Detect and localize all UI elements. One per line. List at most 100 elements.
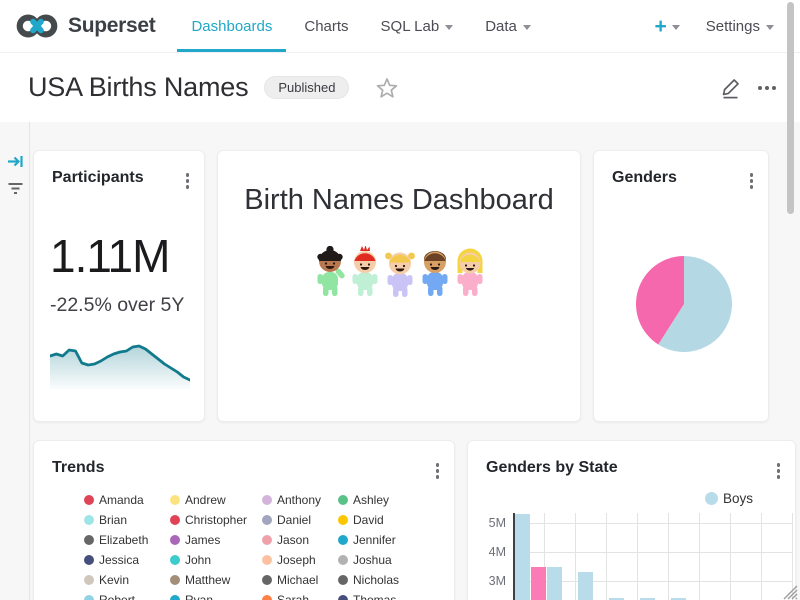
card-menu-icon[interactable] [775, 461, 783, 481]
legend-swatch [84, 535, 94, 545]
legend-item-jason[interactable]: Jason [262, 530, 338, 550]
legend-item-thomas[interactable]: Thomas [338, 590, 428, 600]
card-menu-icon[interactable] [184, 171, 192, 191]
legend-item-jessica[interactable]: Jessica [84, 550, 170, 570]
card-participants: Participants 1.11M -22.5% over 5Y [33, 150, 205, 422]
page-scrollbar-thumb[interactable] [787, 2, 794, 214]
legend-item-nicholas[interactable]: Nicholas [338, 570, 428, 590]
legend-label: Joshua [353, 553, 392, 567]
legend-item-robert[interactable]: Robert [84, 590, 170, 600]
card-title: Genders [612, 169, 677, 187]
nav-tab-dashboards[interactable]: Dashboards [191, 0, 272, 52]
filter-icon[interactable] [7, 181, 24, 202]
legend-label: Anthony [277, 493, 321, 507]
published-badge[interactable]: Published [264, 76, 349, 99]
legend-item-boys[interactable]: Boys [705, 491, 753, 506]
gridline-h [514, 552, 792, 553]
edit-pencil-icon[interactable] [720, 77, 742, 99]
legend-item-ashley[interactable]: Ashley [338, 490, 428, 510]
legend-swatch [262, 535, 272, 545]
legend-label: Andrew [185, 493, 226, 507]
navbar: Superset Dashboards Charts SQL Lab Data … [0, 0, 800, 53]
card-resize-handle[interactable] [781, 583, 798, 600]
legend-swatch [262, 515, 272, 525]
legend-label: Brian [99, 513, 127, 527]
nav-tab-label: Data [485, 18, 517, 35]
filter-bar-collapsed [0, 122, 30, 600]
bar-boys[interactable] [515, 514, 530, 600]
nav-tab-label: Dashboards [191, 18, 272, 35]
nav-tab-data[interactable]: Data [485, 0, 531, 52]
legend-label: Jason [277, 533, 309, 547]
expand-filter-bar-icon[interactable] [7, 153, 24, 175]
legend-item-amanda[interactable]: Amanda [84, 490, 170, 510]
y-axis-tick: 5M [468, 516, 506, 530]
nav-menu: Dashboards Charts SQL Lab Data [191, 0, 530, 52]
legend-item-michael[interactable]: Michael [262, 570, 338, 590]
legend-swatch [338, 535, 348, 545]
legend-swatch [338, 555, 348, 565]
legend-item-jennifer[interactable]: Jennifer [338, 530, 428, 550]
favorite-star-icon[interactable] [375, 76, 399, 100]
legend-label: James [185, 533, 220, 547]
bar-boys[interactable] [578, 572, 593, 600]
legend-label: Michael [277, 573, 318, 587]
legend-item-sarah[interactable]: Sarah [262, 590, 338, 600]
legend-item-daniel[interactable]: Daniel [262, 510, 338, 530]
legend-label: Thomas [353, 593, 396, 600]
settings-label: Settings [706, 18, 760, 35]
legend-item-anthony[interactable]: Anthony [262, 490, 338, 510]
bar-girls[interactable] [531, 567, 546, 600]
chevron-down-icon [672, 25, 680, 30]
legend-swatch [170, 495, 180, 505]
settings-menu[interactable]: Settings [706, 18, 774, 35]
card-title: Genders by State [486, 459, 618, 477]
markdown-heading: Birth Names Dashboard [218, 184, 580, 217]
gridline-h [514, 523, 792, 524]
legend-swatch [84, 595, 94, 600]
legend-swatch [170, 575, 180, 585]
legend-label: Jessica [99, 553, 139, 567]
legend-item-david[interactable]: David [338, 510, 428, 530]
plus-icon: + [655, 16, 667, 37]
gridline-v [730, 513, 731, 600]
legend-item-james[interactable]: James [170, 530, 262, 550]
card-trends: Trends AmandaAndrewAnthonyAshleyBrianChr… [33, 440, 455, 600]
legend-item-joseph[interactable]: Joseph [262, 550, 338, 570]
legend-label: Matthew [185, 573, 230, 587]
chevron-down-icon [445, 25, 453, 30]
chevron-down-icon [523, 25, 531, 30]
card-genders-by-state: Genders by State Boys 5M4M3M [467, 440, 796, 600]
y-axis-tick: 4M [468, 545, 506, 559]
legend-item-andrew[interactable]: Andrew [170, 490, 262, 510]
bar-boys[interactable] [547, 567, 562, 600]
legend-swatch [338, 495, 348, 505]
legend-item-elizabeth[interactable]: Elizabeth [84, 530, 170, 550]
genders-by-state-bar-chart[interactable]: 5M4M3M [468, 509, 797, 600]
legend-label: Boys [723, 491, 753, 506]
legend-item-john[interactable]: John [170, 550, 262, 570]
nav-tab-charts[interactable]: Charts [304, 0, 348, 52]
ellipsis-menu-icon[interactable] [758, 86, 776, 90]
new-item-button[interactable]: + [655, 16, 680, 37]
legend-item-joshua[interactable]: Joshua [338, 550, 428, 570]
legend-label: Daniel [277, 513, 311, 527]
legend-item-brian[interactable]: Brian [84, 510, 170, 530]
legend-item-ryan[interactable]: Ryan [170, 590, 262, 600]
legend-label: Elizabeth [99, 533, 148, 547]
legend-item-christopher[interactable]: Christopher [170, 510, 262, 530]
nav-tab-sql-lab[interactable]: SQL Lab [381, 0, 454, 52]
genders-pie-chart[interactable] [628, 248, 740, 365]
legend-label: Christopher [185, 513, 247, 527]
legend-swatch [84, 575, 94, 585]
gridline-v [699, 513, 700, 600]
legend-item-kevin[interactable]: Kevin [84, 570, 170, 590]
nav-tab-label: Charts [304, 18, 348, 35]
card-menu-icon[interactable] [748, 171, 756, 191]
page-title: USA Births Names [28, 72, 248, 103]
superset-logo[interactable]: Superset [0, 12, 155, 40]
gridline-v [761, 513, 762, 600]
card-menu-icon[interactable] [434, 461, 442, 481]
legend-item-matthew[interactable]: Matthew [170, 570, 262, 590]
legend-label: David [353, 513, 384, 527]
